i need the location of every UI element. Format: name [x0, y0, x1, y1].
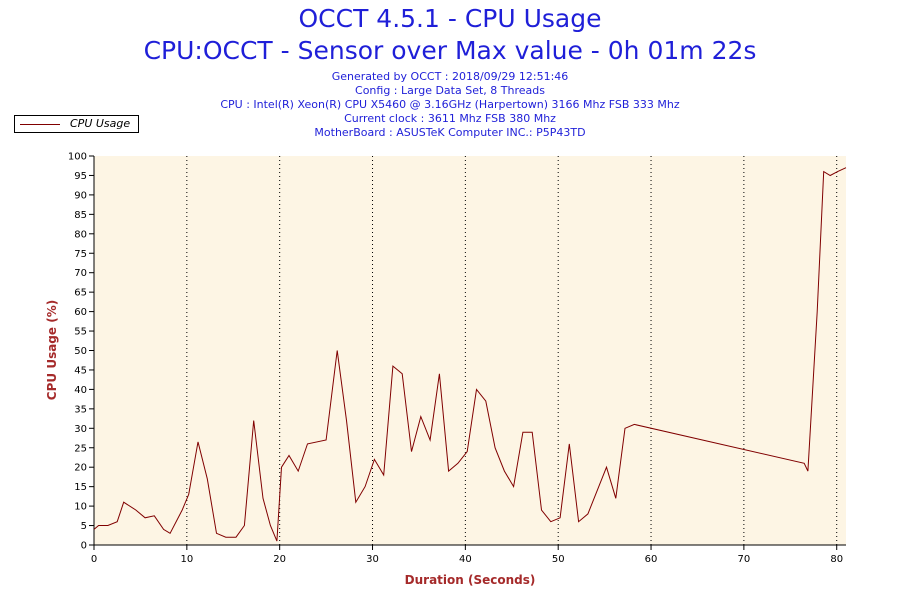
x-tick-label: 50 [552, 554, 565, 565]
y-tick-label: 80 [74, 229, 87, 240]
info-motherboard: MotherBoard : ASUSTeK Computer INC.: P5P… [314, 126, 586, 139]
y-tick-label: 5 [81, 521, 87, 532]
y-tick-label: 100 [68, 152, 87, 163]
grid-lines [186, 156, 838, 545]
y-tick-label: 30 [74, 424, 87, 435]
y-tick-label: 60 [74, 307, 87, 318]
y-tick-label: 95 [74, 171, 87, 182]
y-tick-label: 75 [74, 249, 87, 260]
y-tick-label: 70 [74, 268, 87, 279]
info-generated: Generated by OCCT : 2018/09/29 12:51:46 [331, 70, 569, 83]
chart-legend: CPU Usage [14, 115, 139, 133]
x-tick-label: 80 [830, 554, 843, 565]
y-tick-label: 55 [74, 327, 87, 338]
x-tick-label: 30 [366, 554, 379, 565]
y-tick-label: 15 [74, 482, 87, 493]
y-tick-label: 35 [74, 404, 87, 415]
x-tick-label: 70 [738, 554, 751, 565]
y-tick-label: 65 [74, 288, 87, 299]
y-tick-label: 10 [74, 502, 87, 513]
y-ticks: 0 5 10 15 20 25 30 35 40 45 50 55 60 65 70 75 80 85 90 95 10… [68, 152, 94, 552]
legend-label: CPU Usage [70, 117, 131, 130]
y-tick-label: 90 [74, 190, 87, 201]
y-tick-label: 0 [81, 541, 87, 552]
x-tick-label: 10 [180, 554, 193, 565]
info-clock: Current clock : 3611 Mhz FSB 380 Mhz [344, 112, 556, 125]
y-tick-label: 25 [74, 443, 87, 454]
plot-area [94, 156, 846, 545]
y-axis-title: CPU Usage (%) [45, 300, 59, 400]
x-ticks: 0 10 20 30 40 50 60 70 80 [91, 545, 843, 565]
y-tick-label: 45 [74, 365, 87, 376]
series-line-cpu-usage [93, 167, 847, 542]
y-tick-label: 85 [74, 210, 87, 221]
info-config: Config : Large Data Set, 8 Threads [355, 84, 545, 97]
y-tick-label: 40 [74, 385, 87, 396]
x-tick-label: 20 [273, 554, 286, 565]
x-tick-label: 60 [645, 554, 658, 565]
info-cpu: CPU : Intel(R) Xeon(R) CPU X5460 @ 3.16G… [220, 98, 680, 111]
x-tick-label: 40 [459, 554, 472, 565]
y-tick-label: 50 [74, 346, 87, 357]
chart-subtitle: CPU:OCCT - Sensor over Max value - 0h 01… [143, 36, 757, 65]
x-axis-title: Duration (Seconds) [405, 573, 536, 587]
chart-title: OCCT 4.5.1 - CPU Usage [298, 4, 602, 33]
legend-swatch [20, 124, 60, 125]
x-tick-label: 0 [91, 554, 97, 565]
y-tick-label: 20 [74, 463, 87, 474]
